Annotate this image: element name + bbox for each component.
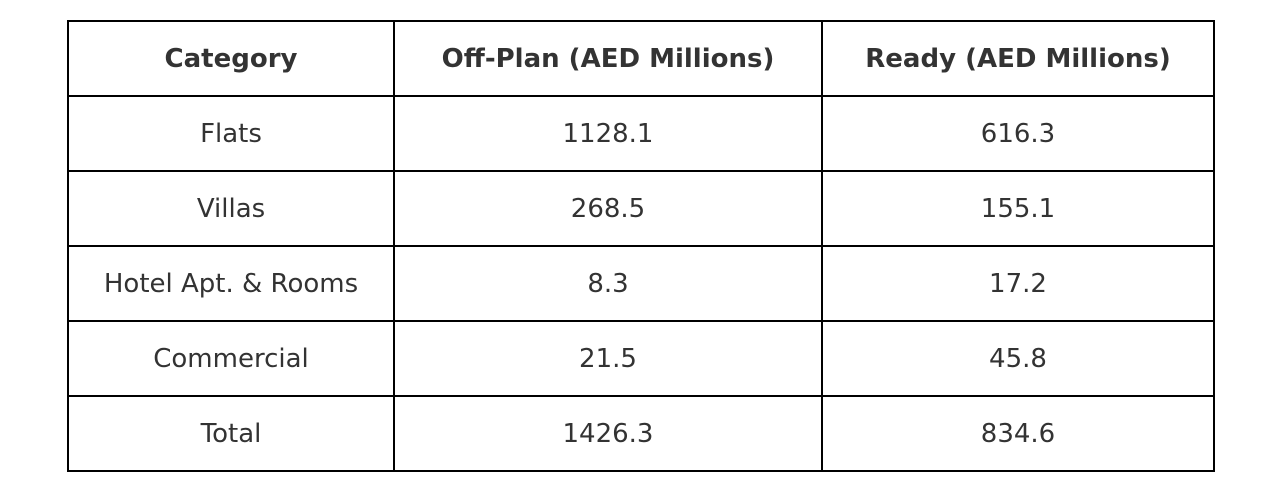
cell-ready: 45.8 xyxy=(821,320,1215,397)
cell-off-plan: 1128.1 xyxy=(393,95,823,172)
table-header: Category Off-Plan (AED Millions) Ready (… xyxy=(67,20,1215,97)
header-row: Category Off-Plan (AED Millions) Ready (… xyxy=(67,20,1215,97)
cell-off-plan: 1426.3 xyxy=(393,395,823,472)
cell-off-plan: 8.3 xyxy=(393,245,823,322)
cell-category: Flats xyxy=(67,95,395,172)
cell-category: Hotel Apt. & Rooms xyxy=(67,245,395,322)
column-header-ready: Ready (AED Millions) xyxy=(821,20,1215,97)
column-header-off-plan: Off-Plan (AED Millions) xyxy=(393,20,823,97)
table-row: Villas 268.5 155.1 xyxy=(67,170,1215,247)
cell-ready: 834.6 xyxy=(821,395,1215,472)
cell-category: Total xyxy=(67,395,395,472)
table-body: Flats 1128.1 616.3 Villas 268.5 155.1 Ho… xyxy=(67,95,1215,472)
table-row: Commercial 21.5 45.8 xyxy=(67,320,1215,397)
cell-category: Commercial xyxy=(67,320,395,397)
table-row-total: Total 1426.3 834.6 xyxy=(67,395,1215,472)
table-row: Flats 1128.1 616.3 xyxy=(67,95,1215,172)
table-row: Hotel Apt. & Rooms 8.3 17.2 xyxy=(67,245,1215,322)
cell-ready: 17.2 xyxy=(821,245,1215,322)
cell-category: Villas xyxy=(67,170,395,247)
cell-ready: 616.3 xyxy=(821,95,1215,172)
cell-off-plan: 21.5 xyxy=(393,320,823,397)
cell-off-plan: 268.5 xyxy=(393,170,823,247)
column-header-category: Category xyxy=(67,20,395,97)
cell-ready: 155.1 xyxy=(821,170,1215,247)
data-table: Category Off-Plan (AED Millions) Ready (… xyxy=(67,20,1215,472)
